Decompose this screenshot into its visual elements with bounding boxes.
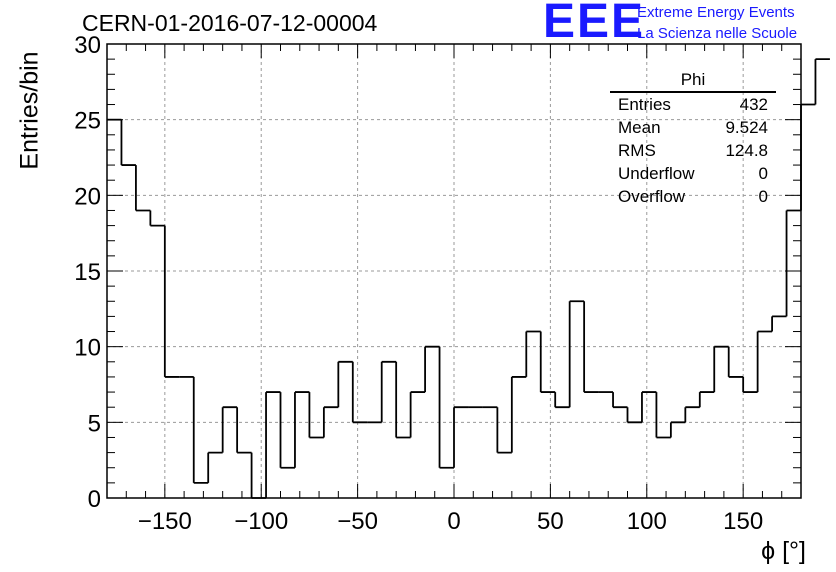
histogram-bin (120, 119, 136, 166)
x-tick-label: 100 (627, 508, 667, 535)
x-tick-label: −50 (337, 508, 378, 535)
histogram-bin (322, 406, 339, 438)
y-axis-label: Entries/bin (15, 51, 44, 170)
y-tick-label: 5 (88, 410, 101, 437)
stats-box: Phi Entries 432 Mean 9.524 RMS 124.8 Underf… (610, 70, 776, 206)
y-tick-label: 15 (74, 259, 101, 286)
histogram-bin (626, 407, 642, 424)
stats-row-underflow: Underflow 0 (610, 162, 776, 185)
y-tick-label: 25 (74, 108, 101, 135)
histogram-bin (496, 407, 512, 454)
stats-value: 0 (758, 187, 768, 206)
stats-label: Entries (618, 95, 671, 114)
histogram-bin (698, 391, 715, 408)
histogram-bin (163, 225, 180, 378)
histogram-bin (438, 346, 454, 469)
histogram-bin (510, 376, 527, 453)
histogram-bin (785, 209, 801, 317)
y-tick-label: 30 (74, 32, 101, 59)
histogram-bin (192, 376, 209, 484)
histogram-bin (800, 103, 816, 211)
stats-divider (610, 91, 776, 93)
logo-mark: EEE (543, 0, 646, 48)
histogram-bin (453, 406, 469, 468)
histogram-bin (684, 406, 700, 423)
histogram-bin (149, 210, 165, 227)
histogram-bin (207, 451, 223, 483)
histogram-bin (641, 391, 657, 423)
histogram-bin (814, 58, 830, 105)
histogram-bin (424, 345, 440, 393)
stats-label: Mean (618, 118, 661, 137)
histogram-bin (409, 391, 426, 438)
histogram-bin (771, 315, 787, 332)
histogram-bin (612, 392, 628, 409)
stats-value: 9.524 (725, 118, 768, 137)
histogram-bin (554, 392, 570, 409)
stats-value: 0 (758, 164, 768, 183)
histogram-bin (583, 301, 599, 393)
histogram-bin (337, 360, 353, 408)
stats-value: 432 (739, 95, 768, 114)
stats-label: Underflow (618, 164, 695, 183)
histogram-bin (250, 452, 267, 499)
histogram-bin (279, 392, 295, 469)
y-tick-label: 10 (74, 335, 101, 362)
x-tick-label: −150 (138, 508, 192, 535)
stats-row-overflow: Overflow 0 (610, 185, 776, 208)
histogram-bin (669, 421, 686, 438)
stats-row-mean: Mean 9.524 (610, 116, 776, 139)
histogram-bin (727, 346, 744, 378)
histogram-bin (135, 165, 151, 212)
histogram-bin (713, 345, 729, 393)
x-axis-label: ϕ [°] (761, 537, 806, 565)
chart-title: CERN-01-2016-07-12-00004 (82, 10, 378, 36)
y-tick-label: 20 (74, 183, 101, 210)
histogram-bin (294, 391, 310, 468)
histogram-bin (525, 330, 541, 377)
stats-label: Overflow (618, 187, 686, 206)
stats-row-rms: RMS 124.8 (610, 139, 776, 162)
stats-row-entries: Entries 432 (610, 93, 776, 116)
histogram-bin (395, 361, 411, 439)
x-tick-label: −100 (234, 508, 288, 535)
histogram-bin (568, 300, 585, 408)
histogram-bin (265, 391, 281, 498)
x-tick-label: 0 (447, 508, 460, 535)
x-tick-label: 150 (723, 508, 763, 535)
histogram-bin (221, 406, 238, 453)
histogram-bin (380, 360, 397, 423)
stats-label: RMS (618, 141, 656, 160)
histogram-bin (236, 407, 252, 454)
histogram-bin (756, 330, 773, 393)
histogram-bin (655, 392, 671, 439)
histogram-bin (308, 392, 324, 439)
logo-line-1: Extreme Energy Events (637, 4, 795, 21)
y-tick-label: 0 (88, 486, 101, 513)
histogram-bin (742, 376, 758, 393)
stats-value: 124.8 (725, 141, 768, 160)
x-tick-label: 50 (537, 508, 564, 535)
logo-line-2: La Scienza nelle Scuole (637, 25, 798, 42)
histogram-bin (539, 331, 556, 393)
stats-title: Phi (680, 70, 706, 89)
histogram-bin (351, 361, 368, 424)
